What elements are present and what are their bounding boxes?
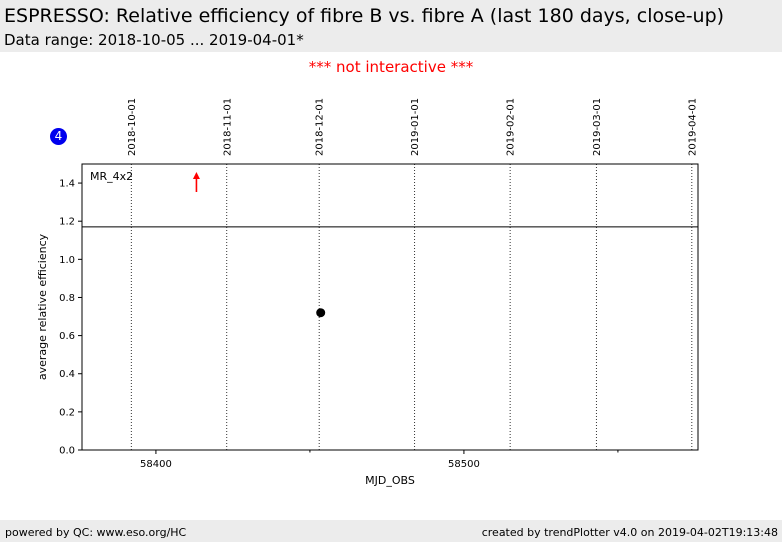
date-marker-label: 2019-03-01 xyxy=(592,98,603,156)
x-axis-label: MJD_OBS xyxy=(365,474,415,487)
plot-number-badge: 4 xyxy=(50,128,67,145)
y-tick-label: 0.2 xyxy=(59,407,75,418)
plot-frame xyxy=(81,163,699,451)
y-tick-label: 1.4 xyxy=(59,179,75,190)
footer-bar: powered by QC: www.eso.org/HC created by… xyxy=(0,520,782,542)
footer-powered-by: powered by QC: www.eso.org/HC xyxy=(5,526,187,539)
not-interactive-notice: *** not interactive *** xyxy=(308,58,474,76)
series-annotation: MR_4x2 xyxy=(90,170,133,183)
date-marker-label: 2018-12-01 xyxy=(315,98,326,156)
outlier-markers xyxy=(192,172,200,192)
y-axis-ticks: 0.0 0.2 0.4 0.6 0.8 1.0 1.2 1.4 xyxy=(59,179,82,457)
y-tick-label: 1.2 xyxy=(59,217,75,228)
footer-created-by: created by trendPlotter v4.0 on 2019-04-… xyxy=(481,526,778,539)
y-tick-label: 0.0 xyxy=(59,446,75,457)
date-marker-labels: 2018-10-01 2018-11-01 2018-12-01 2019-01-01… xyxy=(127,98,699,156)
y-tick-label: 1.0 xyxy=(59,255,75,266)
date-marker-label: 2019-01-01 xyxy=(410,98,421,156)
date-marker-label: 2019-02-01 xyxy=(506,98,517,156)
y-tick-label: 0.8 xyxy=(59,293,75,304)
date-marker-lines xyxy=(130,164,693,450)
date-marker-label: 2018-10-01 xyxy=(127,98,138,156)
date-marker-label: 2019-04-01 xyxy=(687,98,698,156)
data-range-subtitle: Data range: 2018-10-05 ... 2019-04-01* xyxy=(4,31,304,49)
y-tick-label: 0.4 xyxy=(59,369,75,380)
page-title: ESPRESSO: Relative efficiency of fibre B… xyxy=(4,5,725,27)
date-marker-label: 2018-11-01 xyxy=(222,98,233,156)
y-tick-label: 0.6 xyxy=(59,331,75,342)
x-tick-label: 58400 xyxy=(140,459,172,470)
x-tick-label: 58500 xyxy=(448,459,480,470)
data-points xyxy=(316,308,326,318)
data-point xyxy=(316,308,326,318)
y-axis-label: average relative efficiency xyxy=(36,233,49,380)
x-axis-ticks: 58400 58500 xyxy=(140,450,619,470)
header-bar: ESPRESSO: Relative efficiency of fibre B… xyxy=(0,0,782,52)
outlier-arrow xyxy=(192,172,200,192)
